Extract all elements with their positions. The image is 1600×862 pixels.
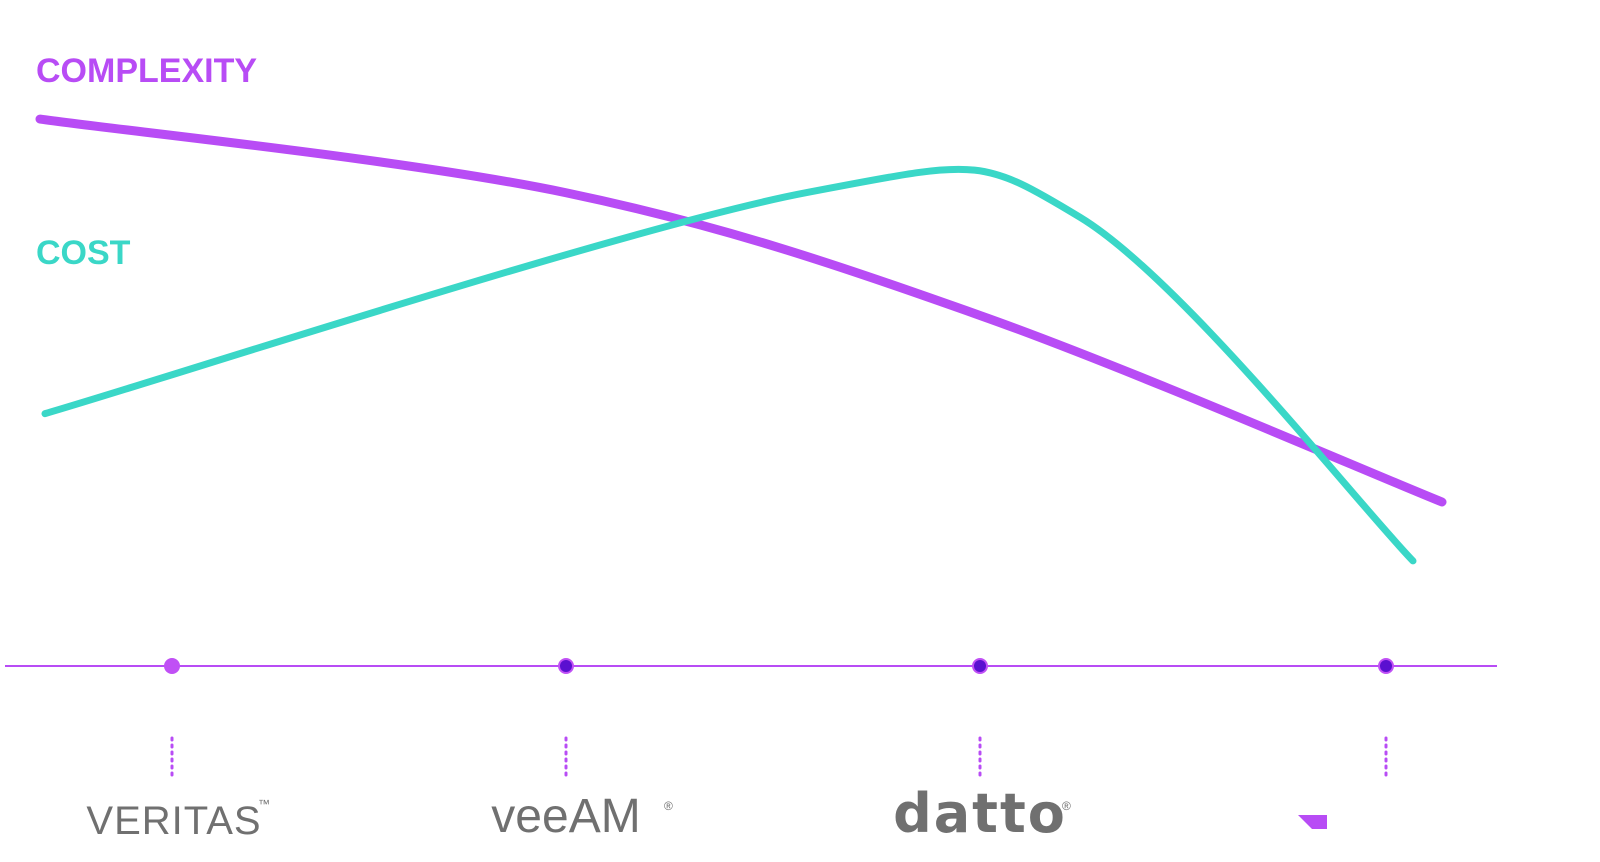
vendor-veritas: VERITAS ™ [86, 797, 270, 843]
vendor-label-veritas: VERITAS [86, 799, 261, 843]
vendor-label-veeam: veeAM [491, 790, 640, 843]
vendor-veeam: veeAM ® [491, 790, 673, 843]
timeline-marker [558, 658, 574, 674]
vendor-label-datto: datto [893, 782, 1067, 845]
cost-series-label: COST [36, 234, 131, 272]
timeline-marker [164, 658, 180, 674]
timeline-marker [972, 658, 988, 674]
trademark-mark: ™ [258, 797, 270, 811]
complexity-series-line [35, 114, 1447, 507]
purple-logo-icon [1298, 815, 1327, 829]
timeline-connectors [170, 736, 1388, 780]
vendor-purple-logo [1298, 815, 1327, 829]
registered-mark: ® [664, 799, 673, 813]
registered-mark: ® [1062, 799, 1071, 813]
timeline-marker [1378, 658, 1394, 674]
vendor-datto: datto ® [893, 782, 1071, 845]
complexity-series-label: COMPLEXITY [36, 52, 257, 90]
timeline-markers [164, 658, 1394, 674]
cost-series-line [41, 165, 1417, 565]
